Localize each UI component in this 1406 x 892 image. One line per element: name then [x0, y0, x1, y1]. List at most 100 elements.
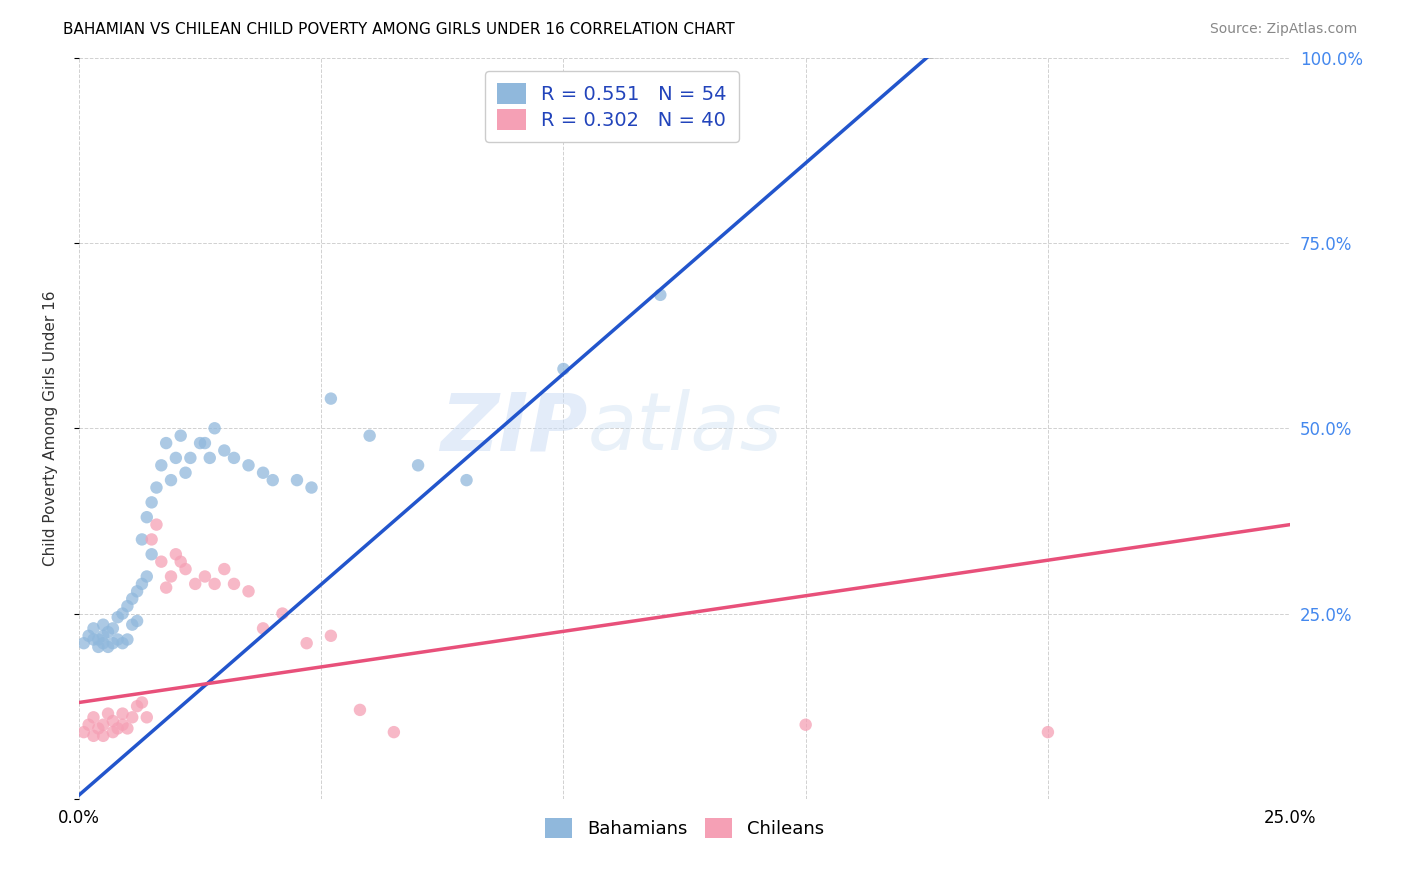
Point: [295, 636, 318, 650]
Point: [174, 466, 197, 480]
Point: [349, 703, 371, 717]
Point: [188, 436, 211, 450]
Point: [319, 392, 342, 406]
Point: [141, 547, 163, 561]
Point: [155, 581, 177, 595]
Point: [262, 473, 284, 487]
Point: [194, 436, 217, 450]
Point: [179, 450, 201, 465]
Point: [145, 517, 167, 532]
Point: [214, 562, 236, 576]
Point: [73, 636, 96, 650]
Point: [141, 533, 163, 547]
Point: [82, 632, 104, 647]
Point: [160, 473, 183, 487]
Point: [87, 632, 110, 647]
Point: [82, 710, 104, 724]
Point: [174, 562, 197, 576]
Point: [319, 629, 342, 643]
Point: [87, 722, 110, 736]
Point: [141, 495, 163, 509]
Point: [111, 636, 134, 650]
Point: [456, 473, 478, 487]
Point: [184, 577, 207, 591]
Point: [87, 640, 110, 654]
Point: [198, 450, 221, 465]
Point: [91, 617, 114, 632]
Point: [214, 443, 236, 458]
Point: [382, 725, 405, 739]
Point: [135, 569, 157, 583]
Point: [97, 706, 120, 721]
Point: [145, 481, 167, 495]
Point: [101, 621, 124, 635]
Point: [794, 717, 817, 731]
Point: [252, 466, 274, 480]
Point: [170, 428, 193, 442]
Point: [170, 555, 193, 569]
Point: [194, 569, 217, 583]
Point: [127, 699, 149, 714]
Point: [222, 450, 245, 465]
Point: [97, 625, 120, 640]
Point: [1036, 725, 1059, 739]
Point: [91, 717, 114, 731]
Point: [127, 584, 149, 599]
Point: [301, 481, 323, 495]
Point: [117, 722, 139, 736]
Point: [160, 569, 183, 583]
Point: [150, 555, 173, 569]
Point: [97, 640, 120, 654]
Point: [165, 547, 187, 561]
Point: [101, 725, 124, 739]
Point: [553, 362, 575, 376]
Point: [204, 577, 226, 591]
Point: [131, 696, 153, 710]
Point: [359, 428, 381, 442]
Point: [101, 714, 124, 728]
Point: [650, 288, 672, 302]
Point: [155, 436, 177, 450]
Point: [121, 710, 143, 724]
Point: [111, 706, 134, 721]
Point: [77, 717, 100, 731]
Point: [77, 629, 100, 643]
Point: [135, 510, 157, 524]
Point: [82, 729, 104, 743]
Point: [101, 636, 124, 650]
Point: [117, 599, 139, 614]
Point: [238, 584, 260, 599]
Text: atlas: atlas: [588, 389, 782, 467]
Point: [117, 632, 139, 647]
Point: [91, 729, 114, 743]
Point: [222, 577, 245, 591]
Point: [91, 629, 114, 643]
Point: [107, 722, 129, 736]
Point: [91, 636, 114, 650]
Point: [135, 710, 157, 724]
Legend: Bahamians, Chileans: Bahamians, Chileans: [538, 811, 831, 846]
Text: Source: ZipAtlas.com: Source: ZipAtlas.com: [1209, 22, 1357, 37]
Point: [121, 591, 143, 606]
Point: [406, 458, 429, 473]
Point: [204, 421, 226, 435]
Point: [121, 617, 143, 632]
Point: [107, 632, 129, 647]
Point: [111, 717, 134, 731]
Point: [131, 577, 153, 591]
Point: [73, 725, 96, 739]
Point: [252, 621, 274, 635]
Point: [111, 607, 134, 621]
Text: ZIP: ZIP: [440, 389, 588, 467]
Point: [271, 607, 294, 621]
Point: [150, 458, 173, 473]
Point: [131, 533, 153, 547]
Point: [107, 610, 129, 624]
Point: [285, 473, 308, 487]
Text: BAHAMIAN VS CHILEAN CHILD POVERTY AMONG GIRLS UNDER 16 CORRELATION CHART: BAHAMIAN VS CHILEAN CHILD POVERTY AMONG …: [63, 22, 735, 37]
Point: [82, 621, 104, 635]
Point: [238, 458, 260, 473]
Y-axis label: Child Poverty Among Girls Under 16: Child Poverty Among Girls Under 16: [44, 291, 58, 566]
Point: [127, 614, 149, 628]
Point: [165, 450, 187, 465]
